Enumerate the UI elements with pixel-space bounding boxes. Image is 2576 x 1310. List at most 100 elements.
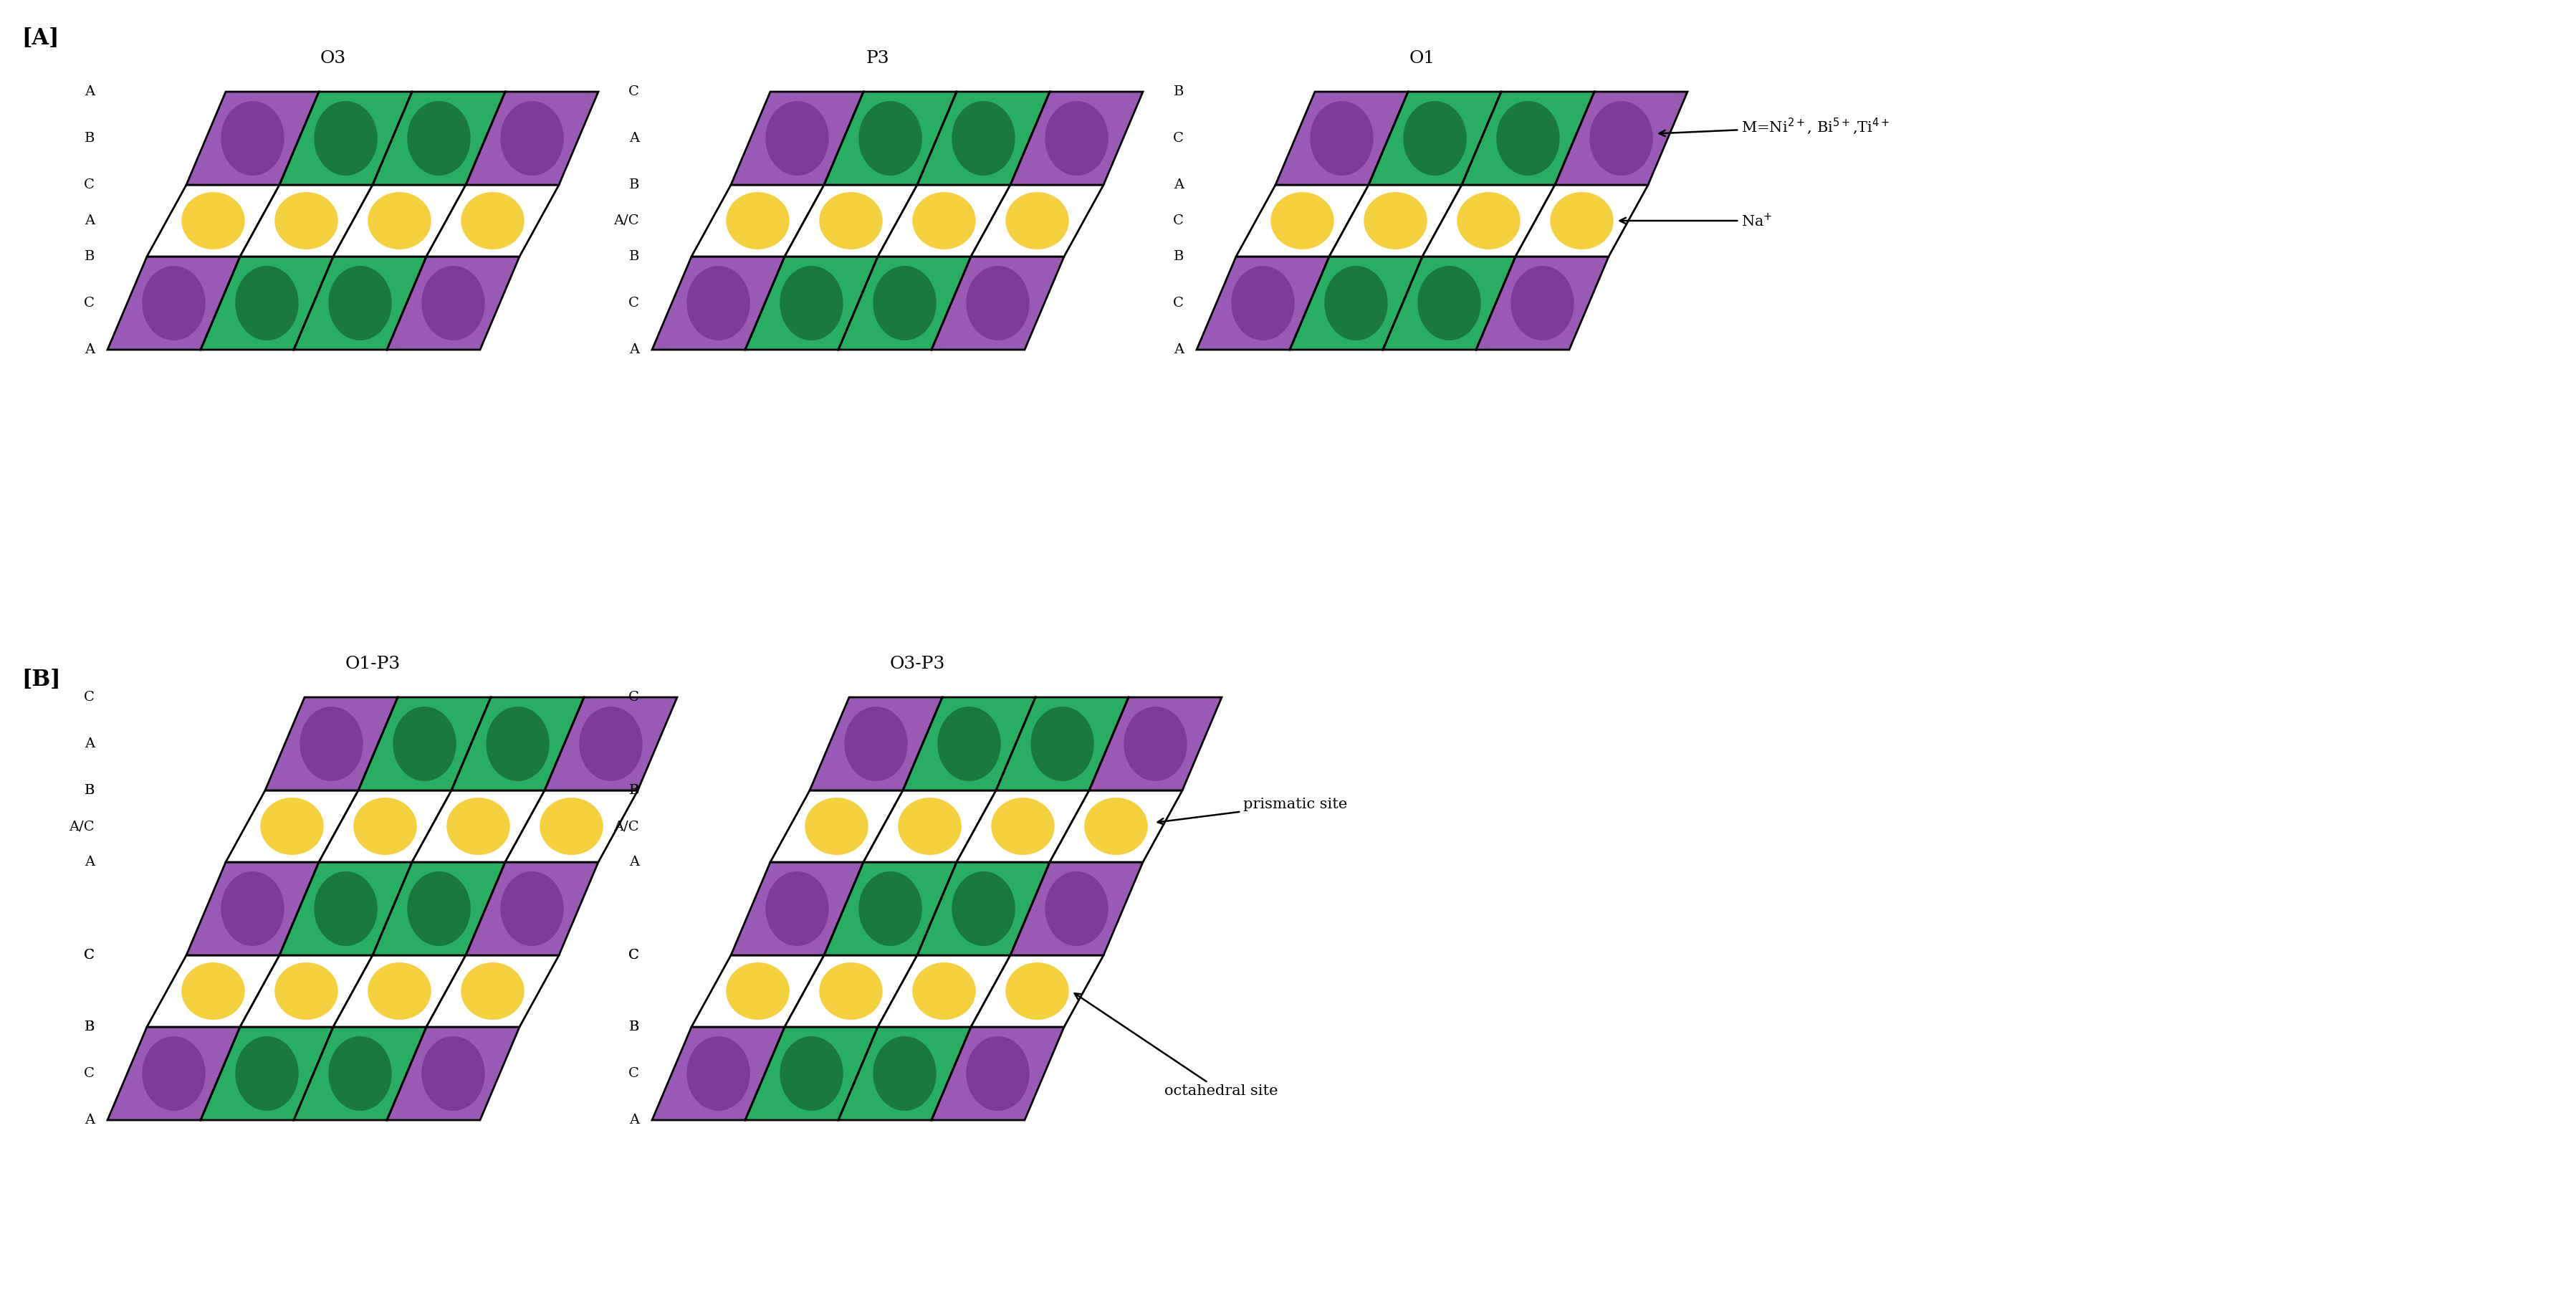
Text: O1-P3: O1-P3 <box>345 656 399 672</box>
Polygon shape <box>466 92 598 185</box>
Ellipse shape <box>899 798 961 855</box>
Text: P3: P3 <box>866 50 889 67</box>
Polygon shape <box>933 257 1064 350</box>
Ellipse shape <box>461 193 526 249</box>
Polygon shape <box>294 257 428 350</box>
Ellipse shape <box>299 706 363 781</box>
Polygon shape <box>428 955 559 1027</box>
Text: A: A <box>85 1114 95 1127</box>
Text: B: B <box>85 783 95 796</box>
Polygon shape <box>240 955 374 1027</box>
Text: A: A <box>629 855 639 869</box>
Polygon shape <box>1051 790 1182 862</box>
Text: A: A <box>1175 343 1185 356</box>
Text: B: B <box>629 178 639 191</box>
Polygon shape <box>902 697 1036 790</box>
Polygon shape <box>227 790 358 862</box>
Ellipse shape <box>500 871 564 946</box>
Polygon shape <box>319 790 451 862</box>
Ellipse shape <box>580 706 641 781</box>
Text: C: C <box>1172 132 1185 145</box>
Ellipse shape <box>260 798 325 855</box>
Ellipse shape <box>327 266 392 341</box>
Text: C: C <box>1172 296 1185 309</box>
Ellipse shape <box>845 706 907 781</box>
Polygon shape <box>837 1027 971 1120</box>
Text: A: A <box>629 738 639 751</box>
Polygon shape <box>863 790 997 862</box>
Text: C: C <box>85 690 95 703</box>
Ellipse shape <box>992 798 1054 855</box>
Polygon shape <box>466 862 598 955</box>
Ellipse shape <box>873 266 935 341</box>
Ellipse shape <box>276 193 337 249</box>
Polygon shape <box>201 257 332 350</box>
Polygon shape <box>185 862 319 955</box>
Text: C: C <box>85 948 95 962</box>
Text: B: B <box>85 1020 95 1034</box>
Text: C: C <box>1172 215 1185 227</box>
Ellipse shape <box>1005 193 1069 249</box>
Ellipse shape <box>951 871 1015 946</box>
Text: O1: O1 <box>1409 50 1435 67</box>
Text: B: B <box>629 1020 639 1034</box>
Ellipse shape <box>1497 101 1558 176</box>
Polygon shape <box>1515 185 1649 257</box>
Ellipse shape <box>781 266 842 341</box>
Ellipse shape <box>951 101 1015 176</box>
Ellipse shape <box>912 963 976 1019</box>
Ellipse shape <box>819 193 884 249</box>
Ellipse shape <box>781 1036 842 1111</box>
Polygon shape <box>732 862 863 955</box>
Text: A: A <box>1175 178 1185 191</box>
Polygon shape <box>1291 257 1422 350</box>
Polygon shape <box>1090 697 1221 790</box>
Text: A: A <box>629 132 639 145</box>
Text: C: C <box>85 178 95 191</box>
Ellipse shape <box>461 963 526 1019</box>
Text: octahedral site: octahedral site <box>1074 993 1278 1098</box>
Text: A/C: A/C <box>613 820 639 833</box>
Polygon shape <box>1275 92 1409 185</box>
Text: B: B <box>629 783 639 796</box>
Ellipse shape <box>234 1036 299 1111</box>
Polygon shape <box>786 955 917 1027</box>
Text: B: B <box>1175 85 1185 98</box>
Polygon shape <box>878 955 1010 1027</box>
Ellipse shape <box>180 193 245 249</box>
Ellipse shape <box>394 706 456 781</box>
Ellipse shape <box>1270 193 1334 249</box>
Ellipse shape <box>688 1036 750 1111</box>
Ellipse shape <box>1046 101 1108 176</box>
Polygon shape <box>332 955 466 1027</box>
Text: [A]: [A] <box>21 28 59 50</box>
Polygon shape <box>278 862 412 955</box>
Polygon shape <box>1236 185 1368 257</box>
Ellipse shape <box>422 266 484 341</box>
Text: A/C: A/C <box>613 215 639 227</box>
Polygon shape <box>971 185 1103 257</box>
Text: C: C <box>629 948 639 962</box>
Ellipse shape <box>446 798 510 855</box>
Polygon shape <box>786 185 917 257</box>
Polygon shape <box>1476 257 1607 350</box>
Polygon shape <box>428 185 559 257</box>
Polygon shape <box>732 92 863 185</box>
Polygon shape <box>294 1027 428 1120</box>
Ellipse shape <box>1510 266 1574 341</box>
Ellipse shape <box>804 798 868 855</box>
Polygon shape <box>652 1027 786 1120</box>
Ellipse shape <box>142 266 206 341</box>
Polygon shape <box>744 257 878 350</box>
Text: [B]: [B] <box>21 668 62 690</box>
Polygon shape <box>147 185 278 257</box>
Polygon shape <box>824 862 956 955</box>
Ellipse shape <box>1458 193 1520 249</box>
Text: A/C: A/C <box>70 820 95 833</box>
Text: B: B <box>629 250 639 263</box>
Ellipse shape <box>222 871 283 946</box>
Ellipse shape <box>858 871 922 946</box>
Text: B: B <box>629 783 639 796</box>
Text: A: A <box>85 855 95 869</box>
Text: M=Ni$^{2+}$, Bi$^{5+}$,Ti$^{4+}$: M=Ni$^{2+}$, Bi$^{5+}$,Ti$^{4+}$ <box>1659 117 1891 136</box>
